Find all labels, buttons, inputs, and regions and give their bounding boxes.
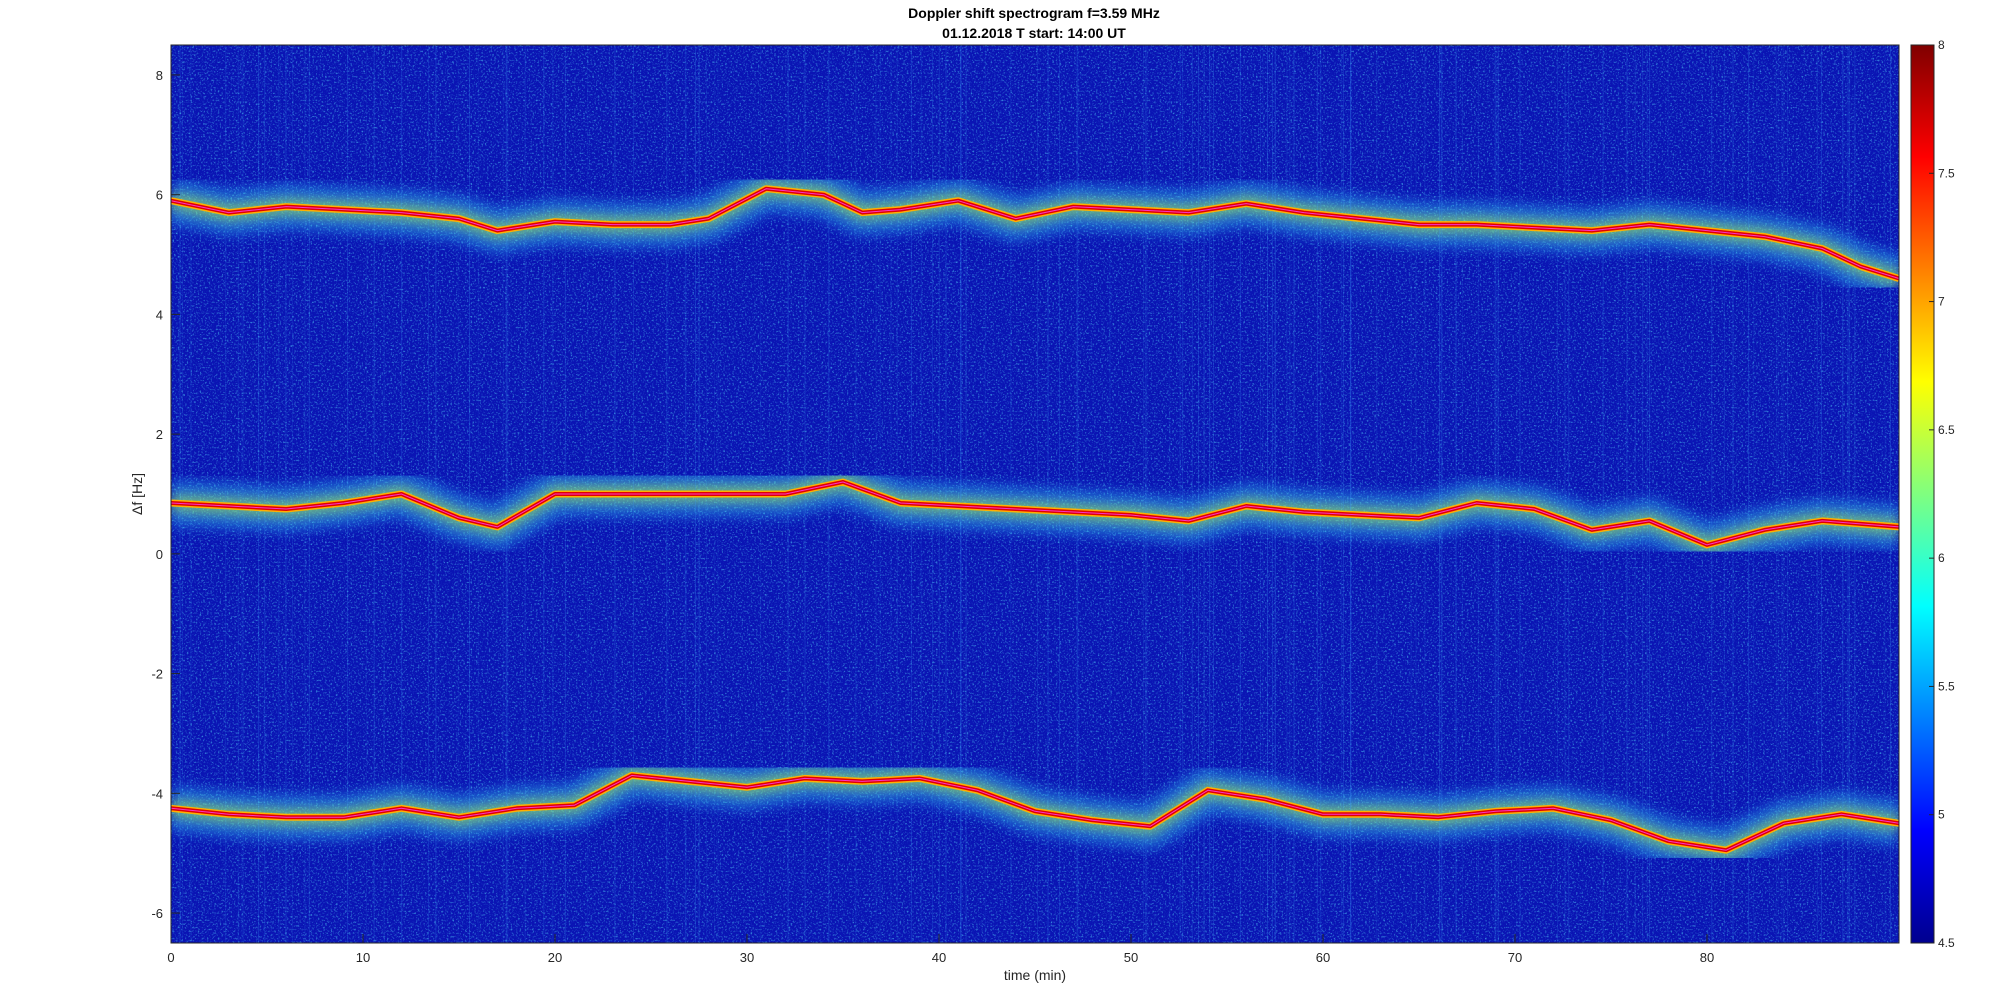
colorbar-tick-label: 8 (1938, 38, 1945, 52)
doppler-traces (171, 185, 1899, 854)
x-tick-label: 20 (548, 950, 562, 965)
y-tick-label: 4 (156, 307, 163, 322)
colorbar (1910, 44, 1935, 944)
vertical-artifacts (179, 45, 1891, 943)
x-tick-label: 30 (740, 950, 754, 965)
trace-centerline (171, 774, 1899, 851)
x-axis-label: time (min) (1004, 967, 1066, 983)
colorbar-tick-label: 4.5 (1938, 936, 1955, 950)
plot-frame (170, 44, 1900, 944)
y-axis-label: Δf [Hz] (129, 473, 145, 515)
trace-centerline (171, 481, 1899, 546)
chart-title: Doppler shift spectrogram f=3.59 MHz (908, 5, 1160, 21)
colorbar-tick-label: 5.5 (1938, 679, 1955, 693)
y-tick-label: 0 (156, 547, 163, 562)
chart-subtitle: 01.12.2018 T start: 14:00 UT (942, 25, 1126, 41)
y-tick-label: -6 (151, 906, 163, 921)
y-tick-label: -2 (151, 667, 163, 682)
x-tick-label: 40 (932, 950, 946, 965)
plot-area (171, 45, 1899, 943)
x-tick-label: 80 (1700, 950, 1714, 965)
colorbar-tick-label: 6.5 (1938, 423, 1955, 437)
y-tick-label: 2 (156, 427, 163, 442)
colorbar-tick-label: 5 (1938, 808, 1945, 822)
x-axis: 0 10 20 30 40 50 60 70 80 (167, 934, 1714, 965)
x-tick-label: 50 (1124, 950, 1138, 965)
trace-centerline (171, 188, 1899, 279)
x-tick-label: 10 (356, 950, 370, 965)
y-axis: -6 -4 -2 0 2 4 6 8 (151, 68, 180, 921)
x-tick-label: 70 (1508, 950, 1522, 965)
y-tick-label: 6 (156, 188, 163, 203)
x-tick-label: 60 (1316, 950, 1330, 965)
colorbar-tick-label: 7.5 (1938, 166, 1955, 180)
colorbar-ticks: 4.5 5 5.5 6 6.5 7 7.5 8 (1929, 38, 1955, 950)
x-tick-label: 0 (167, 950, 174, 965)
y-tick-label: -4 (151, 786, 163, 801)
y-tick-label: 8 (156, 68, 163, 83)
colorbar-tick-label: 7 (1938, 295, 1945, 309)
colorbar-tick-label: 6 (1938, 551, 1945, 565)
